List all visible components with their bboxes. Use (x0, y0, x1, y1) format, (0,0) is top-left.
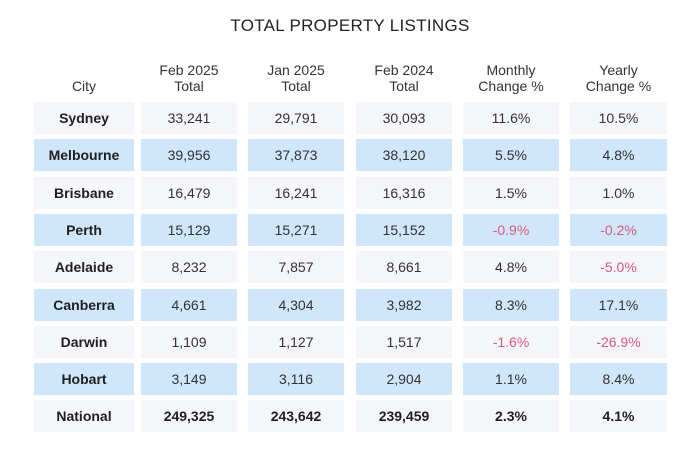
column-header-monthly-change: Monthly Change % (457, 58, 565, 94)
table-row-national: National 249,325 243,642 239,459 2.3% 4.1% (0, 400, 700, 433)
cell-monthly-change: 1.5% (463, 176, 559, 209)
cell-monthly-change: 2.3% (463, 400, 559, 433)
column-header-line: Yearly (599, 62, 638, 78)
cell-yearly-change: 4.1% (570, 400, 667, 433)
cell-yearly-change: 1.0% (570, 176, 667, 209)
cell-city: Hobart (34, 363, 134, 396)
cell-city: Adelaide (34, 251, 134, 284)
table-row-canberra: Canberra 4,661 4,304 3,982 8.3% 17.1% (0, 288, 700, 321)
column-header-line: Feb 2025 (159, 62, 219, 78)
column-header-line: Change % (478, 78, 544, 94)
cell-feb-2024-total: 239,459 (356, 400, 452, 433)
cell-jan-2025-total: 37,873 (248, 139, 344, 172)
column-header-feb-2025-total: Feb 2025 Total (135, 58, 243, 94)
cell-monthly-change: 11.6% (463, 102, 559, 134)
cell-feb-2025-total: 249,325 (141, 400, 237, 433)
column-header-line: Total (174, 78, 204, 94)
cell-jan-2025-total: 16,241 (248, 176, 344, 209)
cell-monthly-change: 8.3% (463, 288, 559, 321)
cell-jan-2025-total: 4,304 (248, 288, 344, 321)
cell-feb-2024-total: 1,517 (356, 325, 452, 358)
column-header-yearly-change: Yearly Change % (564, 58, 673, 94)
table-row-brisbane: Brisbane 16,479 16,241 16,316 1.5% 1.0% (0, 176, 700, 209)
cell-feb-2025-total: 4,661 (141, 288, 237, 321)
table-row-perth: Perth 15,129 15,271 15,152 -0.9% -0.2% (0, 213, 700, 246)
column-header-line: Jan 2025 (267, 62, 325, 78)
cell-feb-2024-total: 8,661 (356, 251, 452, 284)
cell-city: Brisbane (34, 176, 134, 209)
cell-feb-2025-total: 3,149 (141, 363, 237, 396)
column-header-line: Feb 2024 (374, 62, 434, 78)
cell-feb-2024-total: 2,904 (356, 363, 452, 396)
column-header-jan-2025-total: Jan 2025 Total (242, 58, 350, 94)
cell-yearly-change: 17.1% (570, 288, 667, 321)
table-header: City Feb 2025 Total Jan 2025 Total Feb 2024 To… (0, 58, 700, 94)
cell-feb-2024-total: 15,152 (356, 213, 452, 246)
table-row-darwin: Darwin 1,109 1,127 1,517 -1.6% -26.9% (0, 325, 700, 358)
cell-monthly-change: -1.6% (463, 325, 559, 358)
cell-feb-2024-total: 38,120 (356, 139, 452, 172)
column-header-line: Change % (585, 78, 652, 94)
column-header-feb-2024-total: Feb 2024 Total (350, 58, 458, 94)
cell-city: National (34, 400, 134, 433)
cell-jan-2025-total: 15,271 (248, 213, 344, 246)
column-header-line: City (71, 78, 97, 94)
cell-city: Sydney (34, 102, 134, 134)
cell-monthly-change: 4.8% (463, 251, 559, 284)
column-header-city: City (28, 58, 140, 94)
cell-monthly-change: 1.1% (463, 363, 559, 396)
cell-feb-2025-total: 1,109 (141, 325, 237, 358)
table-title: TOTAL PROPERTY LISTINGS (230, 16, 470, 35)
cell-monthly-change: -0.9% (463, 213, 559, 246)
column-header-line: Total (389, 78, 419, 94)
cell-monthly-change: 5.5% (463, 139, 559, 172)
cell-yearly-change: -0.2% (570, 213, 667, 246)
cell-city: Perth (34, 213, 134, 246)
column-header-line: Monthly (486, 62, 536, 78)
table-row-adelaide: Adelaide 8,232 7,857 8,661 4.8% -5.0% (0, 251, 700, 284)
cell-feb-2024-total: 30,093 (356, 102, 452, 134)
cell-yearly-change: 4.8% (570, 139, 667, 172)
cell-feb-2025-total: 15,129 (141, 213, 237, 246)
cell-city: Canberra (34, 288, 134, 321)
cell-jan-2025-total: 3,116 (248, 363, 344, 396)
cell-feb-2025-total: 39,956 (141, 139, 237, 172)
cell-city: Darwin (34, 325, 134, 358)
cell-feb-2025-total: 8,232 (141, 251, 237, 284)
cell-yearly-change: -26.9% (570, 325, 667, 358)
cell-yearly-change: -5.0% (570, 251, 667, 284)
cell-feb-2025-total: 33,241 (141, 102, 237, 134)
cell-jan-2025-total: 7,857 (248, 251, 344, 284)
cell-feb-2025-total: 16,479 (141, 176, 237, 209)
table-row-melbourne: Melbourne 39,956 37,873 38,120 5.5% 4.8% (0, 139, 700, 172)
cell-jan-2025-total: 243,642 (248, 400, 344, 433)
table-row-hobart: Hobart 3,149 3,116 2,904 1.1% 8.4% (0, 363, 700, 396)
cell-feb-2024-total: 3,982 (356, 288, 452, 321)
cell-city: Melbourne (34, 139, 134, 172)
cell-jan-2025-total: 1,127 (248, 325, 344, 358)
cell-yearly-change: 10.5% (570, 102, 667, 134)
column-header-line: Total (281, 78, 311, 94)
cell-yearly-change: 8.4% (570, 363, 667, 396)
cell-jan-2025-total: 29,791 (248, 102, 344, 134)
cell-feb-2024-total: 16,316 (356, 176, 452, 209)
table-row-sydney: Sydney 33,241 29,791 30,093 11.6% 10.5% (0, 102, 700, 134)
